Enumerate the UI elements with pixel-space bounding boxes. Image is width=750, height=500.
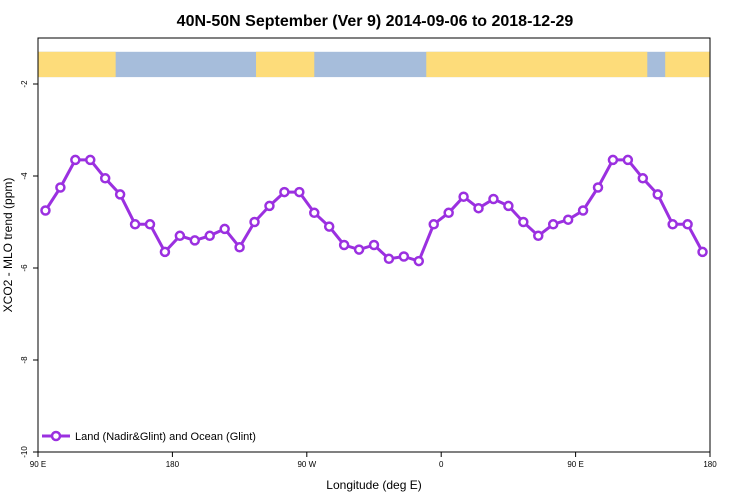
data-point <box>547 219 559 230</box>
x-axis: 90 E 180 90 W 0 90 E 180 <box>30 452 717 469</box>
data-point <box>458 191 469 202</box>
data-point <box>518 216 529 228</box>
data-point <box>473 202 484 214</box>
y-tick-label: -2 <box>20 80 29 88</box>
data-point <box>204 230 215 242</box>
x-tick-label: 180 <box>703 460 717 469</box>
data-point <box>503 200 514 212</box>
data-point <box>562 214 574 225</box>
data-point <box>144 219 156 230</box>
data-point <box>398 251 410 262</box>
y-axis-label: XCO2 - MLO trend (ppm) <box>1 178 15 313</box>
data-point <box>428 219 439 230</box>
map-strip <box>38 51 710 78</box>
data-point <box>667 219 678 230</box>
plot-frame <box>37 37 711 453</box>
data-point <box>85 154 96 166</box>
map-land-segment <box>38 51 116 78</box>
data-point <box>338 239 350 251</box>
x-tick-label: 180 <box>166 460 180 469</box>
data-point <box>159 246 171 258</box>
map-land-segment <box>256 51 315 78</box>
data-point <box>129 219 141 230</box>
data-point <box>413 255 425 267</box>
data-point <box>234 242 245 253</box>
data-point <box>40 205 51 216</box>
data-point <box>99 173 111 184</box>
data-point <box>70 154 81 166</box>
y-tick-label: -6 <box>20 264 29 272</box>
data-point <box>279 186 290 198</box>
data-point <box>652 189 663 200</box>
map-land-segment <box>426 51 648 78</box>
chart-title: 40N-50N September (Ver 9) 2014-09-06 to … <box>177 13 574 30</box>
data-point <box>55 182 66 193</box>
legend-point-swatch <box>50 430 62 442</box>
data-point <box>294 186 305 198</box>
y-tick-label: -10 <box>20 446 29 458</box>
legend: Land (Nadir&Glint) and Ocean (Glint) <box>42 430 256 443</box>
data-point <box>697 246 708 258</box>
data-point <box>323 221 335 232</box>
data-point <box>488 193 499 205</box>
data-point <box>353 244 365 255</box>
data-point <box>637 173 649 184</box>
x-tick-label: 90 W <box>297 460 316 469</box>
data-point <box>174 230 186 242</box>
y-axis: -2 -4 -6 -8 -10 <box>20 80 38 458</box>
data-point <box>622 154 634 166</box>
y-tick-label: -4 <box>20 172 29 180</box>
series-points <box>40 154 708 267</box>
data-point <box>309 207 320 219</box>
data-point <box>219 223 230 235</box>
data-point <box>607 154 619 166</box>
x-tick-label: 0 <box>439 460 444 469</box>
x-tick-label: 90 E <box>30 460 46 469</box>
data-point <box>368 239 380 251</box>
data-point <box>443 207 454 219</box>
y-tick-label: -8 <box>20 356 29 364</box>
x-tick-label: 90 E <box>567 460 583 469</box>
data-point <box>682 219 693 230</box>
data-point <box>264 200 275 212</box>
map-land-segment <box>665 51 710 78</box>
data-point <box>592 182 604 193</box>
data-point <box>383 253 395 265</box>
data-point <box>189 235 201 246</box>
data-point <box>114 189 126 200</box>
legend-label: Land (Nadir&Glint) and Ocean (Glint) <box>75 431 256 443</box>
data-point <box>577 205 589 216</box>
data-point <box>249 216 260 228</box>
x-axis-label: Longitude (deg E) <box>326 478 421 492</box>
data-point <box>533 230 544 242</box>
